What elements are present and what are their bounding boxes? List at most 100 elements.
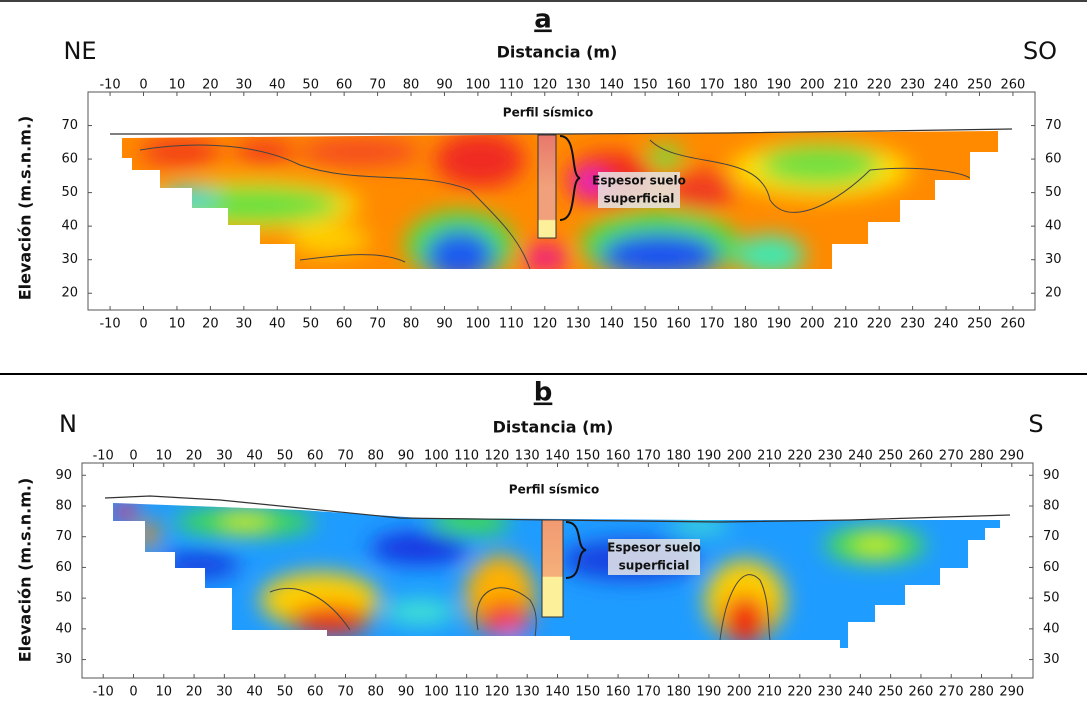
x-tick-label: 50 bbox=[277, 685, 294, 700]
y-tick-label: 50 bbox=[1043, 591, 1060, 606]
y-tick-label: 50 bbox=[1045, 185, 1062, 200]
x-tick-label: 290 bbox=[999, 685, 1024, 700]
x-tick-label: 160 bbox=[666, 317, 691, 332]
x-tick-label: 140 bbox=[545, 449, 570, 464]
x-tick-label: 170 bbox=[700, 317, 725, 332]
x-tick-label: 100 bbox=[465, 317, 490, 332]
x-tick-label: 250 bbox=[878, 449, 903, 464]
annotation: superficial bbox=[619, 559, 690, 573]
y-tick-label: 60 bbox=[1043, 560, 1060, 575]
x-tick-label: 230 bbox=[900, 78, 925, 93]
y-tick-label: 40 bbox=[55, 621, 72, 636]
x-tick-label: 70 bbox=[369, 317, 386, 332]
annotation: Espesor suelo bbox=[592, 174, 686, 188]
x-tick-label: 200 bbox=[727, 449, 752, 464]
x-tick-label: -10 bbox=[99, 78, 120, 93]
x-tick-label: 0 bbox=[129, 685, 137, 700]
x-tick-label: 140 bbox=[545, 685, 570, 700]
x-tick-label: 150 bbox=[575, 449, 600, 464]
x-tick-label: 230 bbox=[818, 449, 843, 464]
x-tick-label: 250 bbox=[967, 317, 992, 332]
x-axis-title: Distancia (m) bbox=[493, 418, 614, 437]
x-tick-label: 240 bbox=[934, 78, 959, 93]
y-tick-label: 90 bbox=[1043, 468, 1060, 483]
x-tick-label: -10 bbox=[99, 317, 120, 332]
y-tick-label: 50 bbox=[55, 591, 72, 606]
x-tick-label: 30 bbox=[216, 685, 233, 700]
x-tick-label: 200 bbox=[800, 78, 825, 93]
x-tick-label: 260 bbox=[1001, 317, 1026, 332]
x-tick-label: 40 bbox=[269, 78, 286, 93]
x-tick-label: 180 bbox=[733, 317, 758, 332]
x-tick-label: 170 bbox=[636, 685, 661, 700]
y-tick-label: 30 bbox=[61, 252, 78, 267]
x-tick-label: 30 bbox=[216, 449, 233, 464]
x-tick-label: 160 bbox=[606, 685, 631, 700]
x-tick-label: 0 bbox=[139, 78, 147, 93]
x-tick-label: 80 bbox=[403, 317, 420, 332]
x-tick-label: 290 bbox=[999, 449, 1024, 464]
x-tick-label: 110 bbox=[499, 317, 524, 332]
x-tick-label: 230 bbox=[900, 317, 925, 332]
panel-label: a bbox=[534, 5, 552, 35]
x-tick-label: 120 bbox=[532, 317, 557, 332]
x-tick-label: 80 bbox=[368, 449, 385, 464]
x-tick-label: 190 bbox=[697, 449, 722, 464]
resistivity-field bbox=[122, 131, 998, 269]
x-tick-label: 110 bbox=[454, 449, 479, 464]
x-tick-label: 140 bbox=[599, 317, 624, 332]
direction-label: S bbox=[1028, 410, 1043, 438]
annotation: Perfil sísmico bbox=[503, 106, 593, 120]
x-tick-label: 10 bbox=[156, 685, 173, 700]
y-tick-label: 70 bbox=[55, 529, 72, 544]
x-tick-label: 210 bbox=[757, 685, 782, 700]
y-tick-label: 30 bbox=[1043, 652, 1060, 667]
x-tick-label: 210 bbox=[833, 317, 858, 332]
x-tick-label: 210 bbox=[833, 78, 858, 93]
x-tick-label: 160 bbox=[606, 449, 631, 464]
direction-label: NE bbox=[63, 37, 96, 65]
x-tick-label: 60 bbox=[336, 78, 353, 93]
x-tick-label: 240 bbox=[934, 317, 959, 332]
x-tick-label: 50 bbox=[277, 449, 294, 464]
x-tick-label: 240 bbox=[848, 685, 873, 700]
x-tick-label: 20 bbox=[186, 685, 203, 700]
x-tick-label: 220 bbox=[867, 78, 892, 93]
x-tick-label: 110 bbox=[499, 78, 524, 93]
x-tick-label: 30 bbox=[236, 78, 253, 93]
x-tick-label: 30 bbox=[236, 317, 253, 332]
y-tick-label: 80 bbox=[55, 499, 72, 514]
topography bbox=[104, 495, 1011, 523]
annotation: Espesor suelo bbox=[607, 541, 701, 555]
x-tick-label: 60 bbox=[307, 685, 324, 700]
x-tick-label: 190 bbox=[766, 317, 791, 332]
x-tick-label: 10 bbox=[156, 449, 173, 464]
x-tick-label: 20 bbox=[202, 78, 219, 93]
x-tick-label: 40 bbox=[246, 449, 263, 464]
topography bbox=[110, 128, 1013, 135]
x-tick-label: 60 bbox=[307, 449, 324, 464]
y-tick-label: 30 bbox=[55, 652, 72, 667]
panel-label: b bbox=[534, 378, 553, 408]
x-tick-label: 260 bbox=[909, 449, 934, 464]
x-tick-label: 260 bbox=[909, 685, 934, 700]
bracket bbox=[559, 135, 581, 221]
x-tick-label: 150 bbox=[633, 78, 658, 93]
annotation: Perfil sísmico bbox=[509, 483, 599, 497]
x-tick-label: 140 bbox=[599, 78, 624, 93]
x-tick-label: 130 bbox=[566, 78, 591, 93]
x-tick-label: 70 bbox=[337, 685, 354, 700]
x-tick-label: 100 bbox=[465, 78, 490, 93]
x-tick-label: 170 bbox=[636, 449, 661, 464]
annotation: superficial bbox=[604, 192, 675, 206]
x-tick-label: 20 bbox=[202, 317, 219, 332]
x-tick-label: -10 bbox=[93, 685, 114, 700]
x-tick-label: 280 bbox=[969, 685, 994, 700]
seismic-bar bbox=[541, 519, 564, 618]
direction-label: N bbox=[59, 410, 77, 438]
x-tick-label: 110 bbox=[454, 685, 479, 700]
x-tick-label: 0 bbox=[129, 449, 137, 464]
x-tick-label: 160 bbox=[666, 78, 691, 93]
plot-frame bbox=[87, 91, 1036, 311]
annotation-box bbox=[608, 539, 700, 575]
